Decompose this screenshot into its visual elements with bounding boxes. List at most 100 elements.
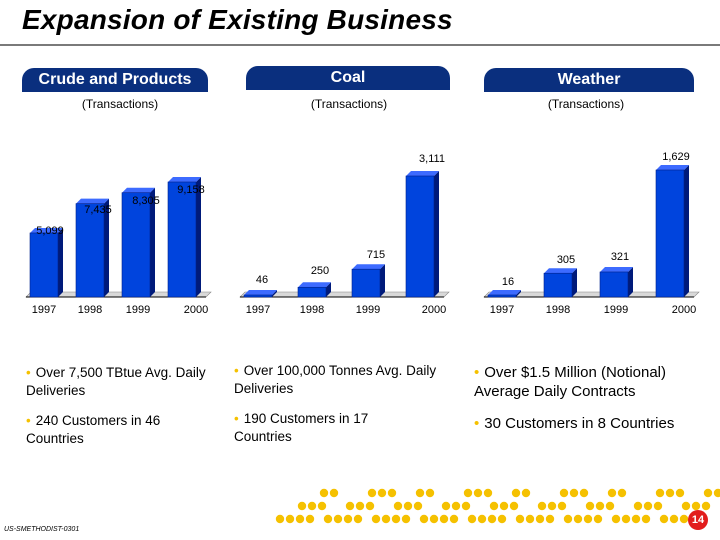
footer-code: US-SMETHODIST-0301 — [4, 526, 80, 533]
decorative-dot — [653, 501, 663, 511]
bar-1999 — [351, 268, 381, 298]
decorative-dot — [525, 514, 535, 524]
decorative-dot — [611, 514, 621, 524]
data-label-1999: 715 — [367, 249, 385, 261]
data-label-1998: 250 — [311, 265, 329, 277]
decorative-dot — [563, 514, 573, 524]
data-label-1997: 46 — [256, 274, 268, 286]
data-label-1998: 7,435 — [84, 204, 112, 216]
decorative-dot — [343, 514, 353, 524]
decorative-dot — [655, 488, 665, 498]
decorative-dot — [451, 501, 461, 511]
decorative-dot — [353, 514, 363, 524]
decorative-dot — [367, 488, 377, 498]
decorative-dot — [473, 488, 483, 498]
decorative-dot — [425, 488, 435, 498]
decorative-dot — [477, 514, 487, 524]
bar-side-1998 — [104, 198, 109, 297]
bar-top-2000 — [656, 165, 689, 170]
bar-side-1998 — [326, 282, 331, 297]
decorative-dot — [401, 514, 411, 524]
data-label-2000: 1,629 — [662, 151, 690, 163]
decorative-dot — [583, 514, 593, 524]
decorative-dot — [441, 501, 451, 511]
x-tick-label-2000: 2000 — [422, 304, 446, 316]
bullet-dot: • — [26, 413, 31, 428]
bar-side-1999 — [628, 266, 633, 297]
decorative-dot — [489, 501, 499, 511]
bar-top-1998 — [544, 268, 577, 274]
bar-1997 — [487, 294, 517, 298]
decorative-dot — [509, 501, 519, 511]
decorative-dot — [633, 501, 643, 511]
decorative-dot — [463, 488, 473, 498]
decorative-dot — [429, 514, 439, 524]
crude-bullet-1: • Over 7,500 TBtue Avg. Daily Deliveries — [26, 365, 206, 398]
decorative-dot — [559, 488, 569, 498]
bar-1998 — [75, 203, 105, 298]
bar-top-1997 — [30, 227, 63, 233]
bar-2000 — [655, 169, 685, 298]
panel-subtitle-coal: (Transactions) — [310, 97, 388, 111]
decorative-dot — [415, 488, 425, 498]
decorative-dot — [333, 514, 343, 524]
data-label-1997: 5,099 — [36, 225, 64, 237]
decorative-dot — [461, 501, 471, 511]
decorative-dot-pattern — [275, 488, 720, 524]
panel-header-crude: Crude and Products — [22, 68, 208, 92]
decorative-dot — [499, 501, 509, 511]
decorative-dot — [621, 514, 631, 524]
decorative-dot — [305, 514, 315, 524]
decorative-dot — [665, 488, 675, 498]
decorative-dot — [345, 501, 355, 511]
x-tick-label-2000: 2000 — [672, 304, 696, 316]
decorative-dot — [295, 514, 305, 524]
decorative-dot — [393, 501, 403, 511]
bar-side-2000 — [434, 171, 439, 297]
bar-side-1997 — [516, 290, 521, 297]
decorative-dot — [487, 514, 497, 524]
decorative-dot — [403, 501, 413, 511]
x-tick-label-1999: 1999 — [604, 304, 628, 316]
x-tick-label-1999: 1999 — [126, 304, 150, 316]
decorative-dot — [617, 488, 627, 498]
decorative-dot — [377, 488, 387, 498]
bar-2000 — [167, 181, 197, 298]
bar-side-2000 — [196, 177, 201, 297]
bar-1999 — [121, 192, 151, 298]
decorative-dot — [439, 514, 449, 524]
bar-side-1997 — [58, 227, 63, 297]
decorative-dot — [515, 514, 525, 524]
decorative-dot — [387, 488, 397, 498]
decorative-dot — [643, 501, 653, 511]
bar-top-1997 — [244, 290, 277, 295]
decorative-dot — [483, 488, 493, 498]
decorative-dot — [449, 514, 459, 524]
decorative-dot — [497, 514, 507, 524]
decorative-dot — [605, 501, 615, 511]
bar-side-1997 — [272, 290, 277, 297]
decorative-dot — [579, 488, 589, 498]
decorative-dot — [319, 488, 329, 498]
bullet-dot: • — [234, 363, 239, 378]
bar-side-1998 — [572, 268, 577, 297]
data-label-1999: 8,305 — [132, 195, 160, 207]
bar-1997 — [243, 294, 273, 298]
title-divider — [0, 44, 720, 46]
decorative-dot — [545, 514, 555, 524]
x-tick-label-1997: 1997 — [246, 304, 270, 316]
decorative-dot — [307, 501, 317, 511]
bar-top-1999 — [122, 187, 155, 193]
decorative-dot — [691, 501, 701, 511]
decorative-dot — [275, 514, 285, 524]
bullet-dot: • — [474, 415, 480, 432]
decorative-dot — [557, 501, 567, 511]
x-tick-label-1998: 1998 — [300, 304, 324, 316]
decorative-dot — [593, 514, 603, 524]
decorative-dot — [631, 514, 641, 524]
bullet-dot: • — [26, 365, 31, 380]
bar-top-1998 — [298, 282, 331, 288]
decorative-dot — [381, 514, 391, 524]
decorative-dot — [365, 501, 375, 511]
decorative-dot — [297, 501, 307, 511]
